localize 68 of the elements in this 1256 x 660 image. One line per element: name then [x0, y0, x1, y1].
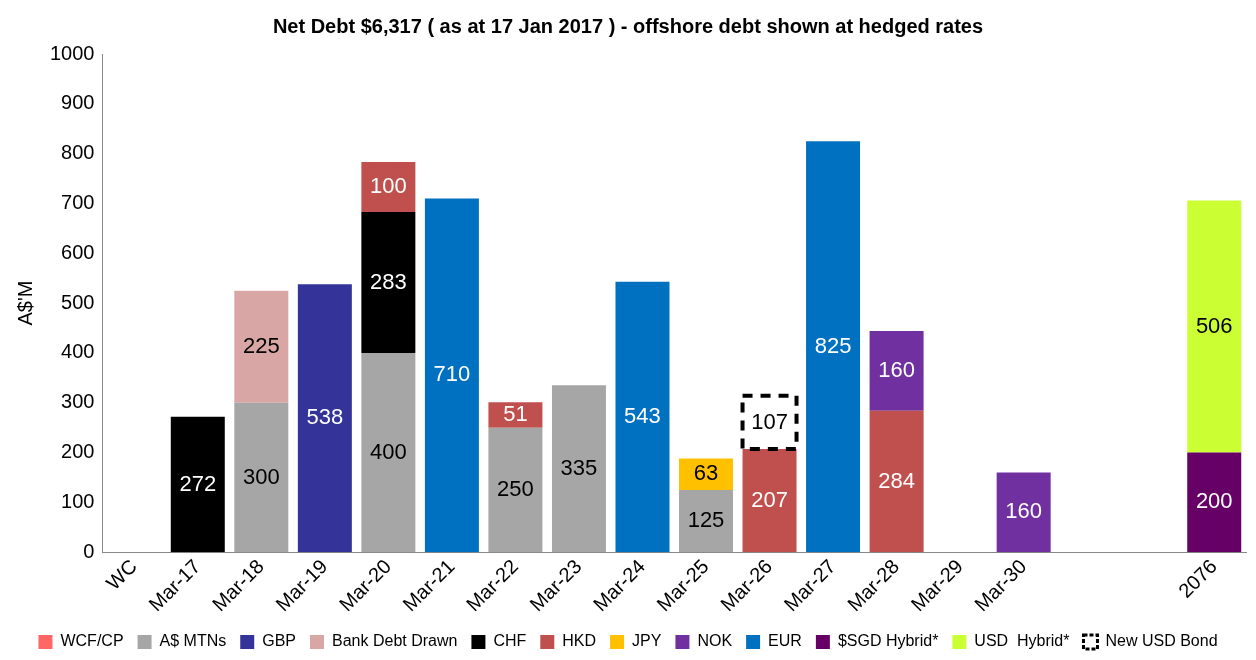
bar [1187, 452, 1242, 553]
legend-label: New USD Bond [1105, 632, 1218, 650]
data-label: 250 [497, 476, 534, 502]
data-label: 335 [560, 454, 598, 480]
legend-label: $SGD Hybrid* [837, 632, 939, 650]
bar [615, 281, 670, 553]
bar [234, 402, 289, 553]
bar [869, 410, 924, 553]
legend-label: EUR [768, 632, 802, 650]
data-label: 100 [370, 173, 407, 199]
legend-label: JPY [632, 632, 662, 650]
legend-label: USD Hybrid* [974, 632, 1070, 650]
legend-label: HKD [562, 632, 597, 650]
data-label: 63 [693, 460, 719, 486]
bar [234, 290, 289, 403]
y-tick-label: 900 [61, 91, 95, 114]
data-label: 207 [751, 486, 788, 512]
y-tick-label: 300 [61, 390, 95, 413]
y-tick-label: 200 [61, 440, 95, 463]
data-label: 543 [624, 403, 661, 429]
data-label: 107 [751, 408, 788, 434]
legend-label: GBP [262, 632, 297, 650]
bar [679, 489, 734, 553]
y-tick-label: 100 [61, 489, 95, 512]
data-label: 225 [242, 332, 280, 358]
y-tick-label: 600 [61, 240, 95, 263]
y-tick-label: 1000 [49, 41, 95, 64]
bar [551, 385, 606, 553]
bar [361, 211, 416, 353]
bar [424, 198, 479, 553]
y-tick-label: 500 [61, 290, 95, 313]
bar [488, 427, 543, 553]
data-label: 51 [503, 401, 528, 427]
y-axis-title: A$'M [13, 280, 36, 326]
x-tick-label: WC [101, 554, 141, 595]
legend-label: A$ MTNs [159, 632, 227, 650]
legend-label: WCF/CP [60, 632, 124, 650]
data-label: 283 [370, 268, 407, 294]
y-tick-label: 800 [61, 141, 95, 164]
y-tick-label: 400 [61, 340, 95, 363]
data-label: 160 [1005, 498, 1043, 524]
bar [488, 402, 543, 428]
bar [1187, 200, 1242, 453]
bar [996, 472, 1051, 553]
bar [361, 352, 416, 553]
chart-title: Net Debt $6,317 ( as at 17 Jan 2017 ) - offshore debt shown at hedged rates [272, 14, 984, 37]
legend-label: NOK [697, 632, 733, 650]
data-label: 400 [370, 438, 407, 464]
data-label: 284 [878, 467, 915, 493]
y-tick-label: 0 [83, 539, 95, 562]
data-label: 300 [242, 463, 280, 489]
legend-label: Bank Debt Drawn [332, 632, 458, 650]
data-label: 125 [687, 507, 725, 533]
data-label: 200 [1195, 488, 1233, 514]
data-label: 538 [306, 404, 344, 430]
bar [170, 416, 225, 553]
bar [806, 141, 861, 553]
data-label: 160 [878, 356, 915, 382]
legend-label: CHF [493, 632, 527, 650]
bar [297, 284, 352, 553]
data-label: 710 [433, 361, 471, 387]
data-label: 272 [179, 470, 217, 496]
bar [361, 162, 416, 212]
y-tick-label: 700 [61, 190, 95, 213]
bar [869, 331, 924, 411]
data-label: 506 [1195, 312, 1233, 338]
bar [742, 449, 797, 553]
data-label: 825 [814, 332, 852, 358]
